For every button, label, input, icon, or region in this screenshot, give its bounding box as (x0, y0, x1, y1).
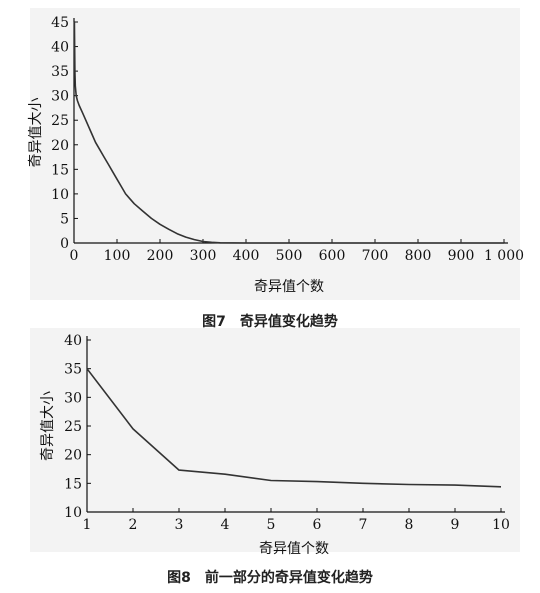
fig7-series-line (73, 21, 504, 244)
fig8-y-axis-label: 奇异值大小 (39, 391, 56, 461)
fig8-x-axis-label: 奇异值个数 (259, 540, 329, 555)
fig8-x-tick-label: 10 (492, 517, 510, 533)
fig8-x-tick-label: 2 (129, 517, 138, 533)
fig8-x-tick-label: 9 (451, 517, 460, 533)
fig7-x-tick-label: 400 (233, 248, 260, 264)
fig7-y-tick-label: 35 (51, 64, 69, 80)
fig7-x-tick-label: 800 (405, 248, 432, 264)
fig7-y-tick-label: 15 (51, 162, 69, 178)
fig8-y-tick-label: 15 (64, 476, 82, 492)
fig7-x-tick-label: 100 (104, 248, 131, 264)
fig8-x-tick-label: 4 (221, 517, 230, 533)
fig7-x-tick-label: 600 (319, 248, 346, 264)
fig8-y-tick-label: 40 (64, 333, 82, 349)
fig8-x-tick-label: 1 (83, 517, 92, 533)
fig8-y-tick-label: 30 (64, 390, 82, 406)
fig7-y-tick-label: 0 (60, 236, 69, 252)
fig7-y-tick-label: 40 (51, 40, 69, 56)
fig7-y-tick-label: 5 (60, 211, 69, 227)
fig7-x-tick-label: 1 000 (484, 248, 524, 264)
figure-8-caption: 图8 前一部分的奇异值变化趋势 (167, 570, 373, 586)
fig7-x-tick-label: 900 (448, 248, 475, 264)
figure-8-chart: 10 15 20 25 30 35 40 1 2 3 4 5 6 7 8 9 10 奇异值个数 奇异值大小 (39, 333, 510, 555)
fig8-x-tick-label: 5 (267, 517, 276, 533)
fig7-y-tick-label: 10 (51, 187, 69, 203)
fig7-x-tick-label: 700 (362, 248, 389, 264)
fig7-y-tick-label: 45 (51, 15, 69, 31)
fig7-y-tick-label: 25 (51, 113, 69, 129)
fig8-x-tick-label: 8 (405, 517, 414, 533)
fig8-x-tick-label: 6 (313, 517, 322, 533)
figure-7-chart: 0 5 10 15 20 25 30 35 40 45 0 100 200 300 400 500 600 700… (27, 15, 524, 295)
fig8-y-tick-label: 35 (64, 362, 82, 378)
fig8-series-line (86, 368, 502, 488)
fig7-x-tick-label: 500 (276, 248, 303, 264)
fig7-y-tick-label: 30 (51, 89, 69, 105)
fig8-x-tick-label: 7 (359, 517, 368, 533)
fig8-y-tick-label: 20 (64, 448, 82, 464)
fig7-y-tick-label: 20 (51, 138, 69, 154)
fig7-y-axis-label: 奇异值大小 (27, 98, 44, 168)
fig7-x-tick-label: 0 (70, 248, 79, 264)
figure-7-background (30, 8, 520, 300)
figure-7-caption: 图7 奇异值变化趋势 (202, 314, 338, 330)
fig7-x-axis-label: 奇异值个数 (254, 278, 324, 295)
fig7-x-tick-label: 200 (147, 248, 174, 264)
fig8-y-tick-label: 10 (64, 505, 82, 521)
fig8-y-tick-label: 25 (64, 419, 82, 435)
fig7-x-tick-label: 300 (190, 248, 217, 264)
figure-8-background (30, 328, 520, 552)
fig8-x-tick-label: 3 (175, 517, 184, 533)
